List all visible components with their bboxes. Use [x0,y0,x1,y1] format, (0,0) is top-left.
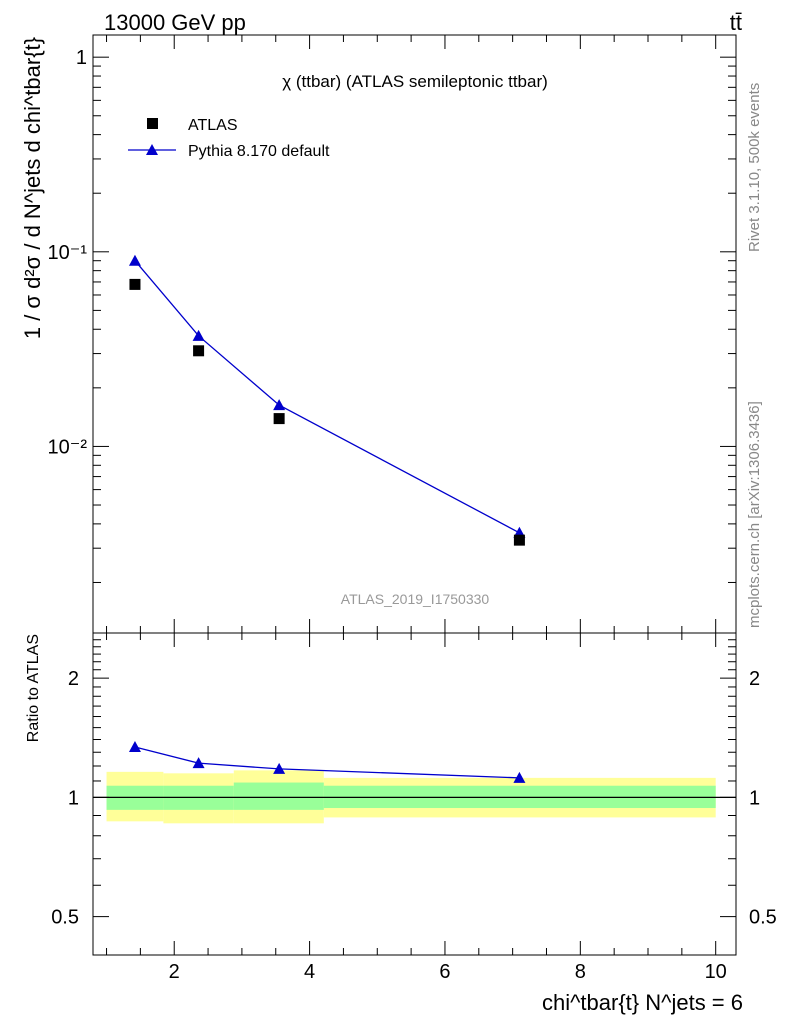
legend: ATLAS Pythia 8.170 default [128,117,330,160]
main-series-layer [128,254,526,546]
rivet-version-label: Rivet 3.1.10, 500k events [746,82,763,252]
x-axis-label: chi^tbar{t} N^jets = 6 [542,990,743,1015]
pythia-point [128,254,141,266]
pythia-point [192,329,205,341]
x-tick-label: 6 [439,961,450,983]
x-tick-label: 2 [169,961,180,983]
ratio-y-tick-label-right: 2 [749,668,760,690]
main-y-tick-label: 10⁻¹ [48,242,88,264]
ratio-pythia-point [192,757,205,769]
legend-pythia-label: Pythia 8.170 default [188,143,330,160]
ratio-pythia-point [128,741,141,753]
ratio-y-tick-label-left: 2 [68,668,79,690]
ratio-series-layer [128,741,526,783]
analysis-watermark: ATLAS_2019_I1750330 [341,591,490,607]
atlas-point [273,413,285,425]
ratio-pythia-point [513,771,526,783]
main-y-tick-label: 10⁻² [48,436,88,458]
atlas-point [193,345,205,357]
atlas-point [129,278,141,290]
main-y-ticks: 1 10⁻¹ 10⁻² [48,47,736,583]
x-tick-label: 4 [304,961,315,983]
chart-title: χ (ttbar) (ATLAS semileptonic ttbar) [282,72,548,91]
legend-pythia-marker [146,144,158,155]
main-y-tick-label: 1 [76,47,87,69]
main-y-axis-label: 1 / σ d²σ / d N^jets d chi^tbar{t} [20,37,45,339]
atlas-point [513,534,525,546]
pythia-line [134,260,520,534]
x-tick-label: 8 [575,961,586,983]
legend-atlas-marker [147,118,158,129]
x-tick-label: 10 [705,961,727,983]
mcplots-credit-label: mcplots.cern.ch [arXiv:1306.3436] [746,401,763,628]
ratio-x-ticks: 2 4 6 8 10 [106,633,727,983]
pythia-point [273,399,286,411]
ratio-panel: 0.5 0.5 1 1 2 2 2 4 6 8 10 Ratio to ATLAS chi^tba… [25,632,777,1015]
ratio-pythia-line [134,746,520,779]
main-x-ticks [106,35,717,633]
ratio-y-ticks: 0.5 0.5 1 1 2 2 [51,639,777,956]
header-energy-label: 13000 GeV pp [104,10,246,35]
legend-atlas-label: ATLAS [188,117,238,134]
ratio-y-tick-label-left: 0.5 [51,907,79,929]
ratio-frame [92,632,737,956]
ratio-y-tick-label-left: 1 [68,787,79,809]
header-process-label: tt̄ [730,10,742,35]
ratio-y-tick-label-right: 1 [749,787,760,809]
ratio-y-axis-label: Ratio to ATLAS [25,634,42,742]
ratio-uncertainty-bands [93,770,736,824]
ratio-pythia-point [273,762,286,774]
ratio-band-green [233,782,324,810]
ratio-y-tick-label-right: 0.5 [749,907,777,929]
main-panel: 1 10⁻¹ 10⁻² χ (ttbar) (ATLAS semileptonic … [20,34,737,634]
